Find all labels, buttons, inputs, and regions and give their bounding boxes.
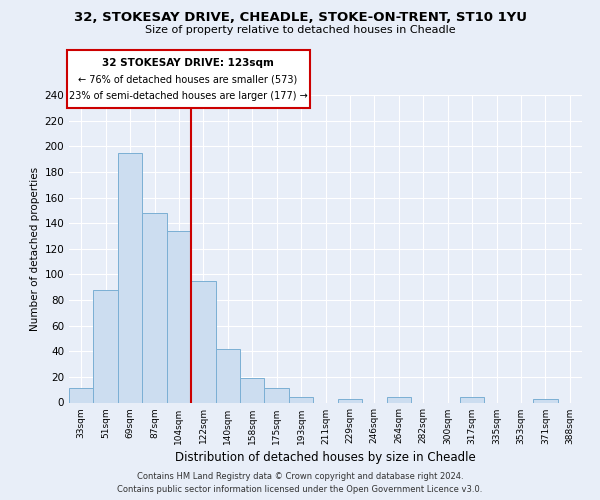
Bar <box>533 398 557 402</box>
Text: 32, STOKESAY DRIVE, CHEADLE, STOKE-ON-TRENT, ST10 1YU: 32, STOKESAY DRIVE, CHEADLE, STOKE-ON-TR… <box>74 11 527 24</box>
Bar <box>215 348 240 403</box>
Bar <box>167 231 191 402</box>
Bar <box>142 213 167 402</box>
Bar <box>289 398 313 402</box>
Bar <box>386 398 411 402</box>
Bar <box>265 388 289 402</box>
Bar <box>191 281 215 402</box>
Text: 23% of semi-detached houses are larger (177) →: 23% of semi-detached houses are larger (… <box>69 92 307 102</box>
X-axis label: Distribution of detached houses by size in Cheadle: Distribution of detached houses by size … <box>175 450 476 464</box>
Text: Size of property relative to detached houses in Cheadle: Size of property relative to detached ho… <box>145 25 455 35</box>
Y-axis label: Number of detached properties: Number of detached properties <box>30 166 40 331</box>
Bar <box>69 388 94 402</box>
Text: 32 STOKESAY DRIVE: 123sqm: 32 STOKESAY DRIVE: 123sqm <box>102 58 274 68</box>
Bar <box>460 398 484 402</box>
Bar <box>240 378 265 402</box>
Text: Contains public sector information licensed under the Open Government Licence v3: Contains public sector information licen… <box>118 485 482 494</box>
Bar <box>118 152 142 402</box>
Text: Contains HM Land Registry data © Crown copyright and database right 2024.: Contains HM Land Registry data © Crown c… <box>137 472 463 481</box>
Text: ← 76% of detached houses are smaller (573): ← 76% of detached houses are smaller (57… <box>79 75 298 85</box>
Bar <box>338 398 362 402</box>
Bar <box>94 290 118 403</box>
